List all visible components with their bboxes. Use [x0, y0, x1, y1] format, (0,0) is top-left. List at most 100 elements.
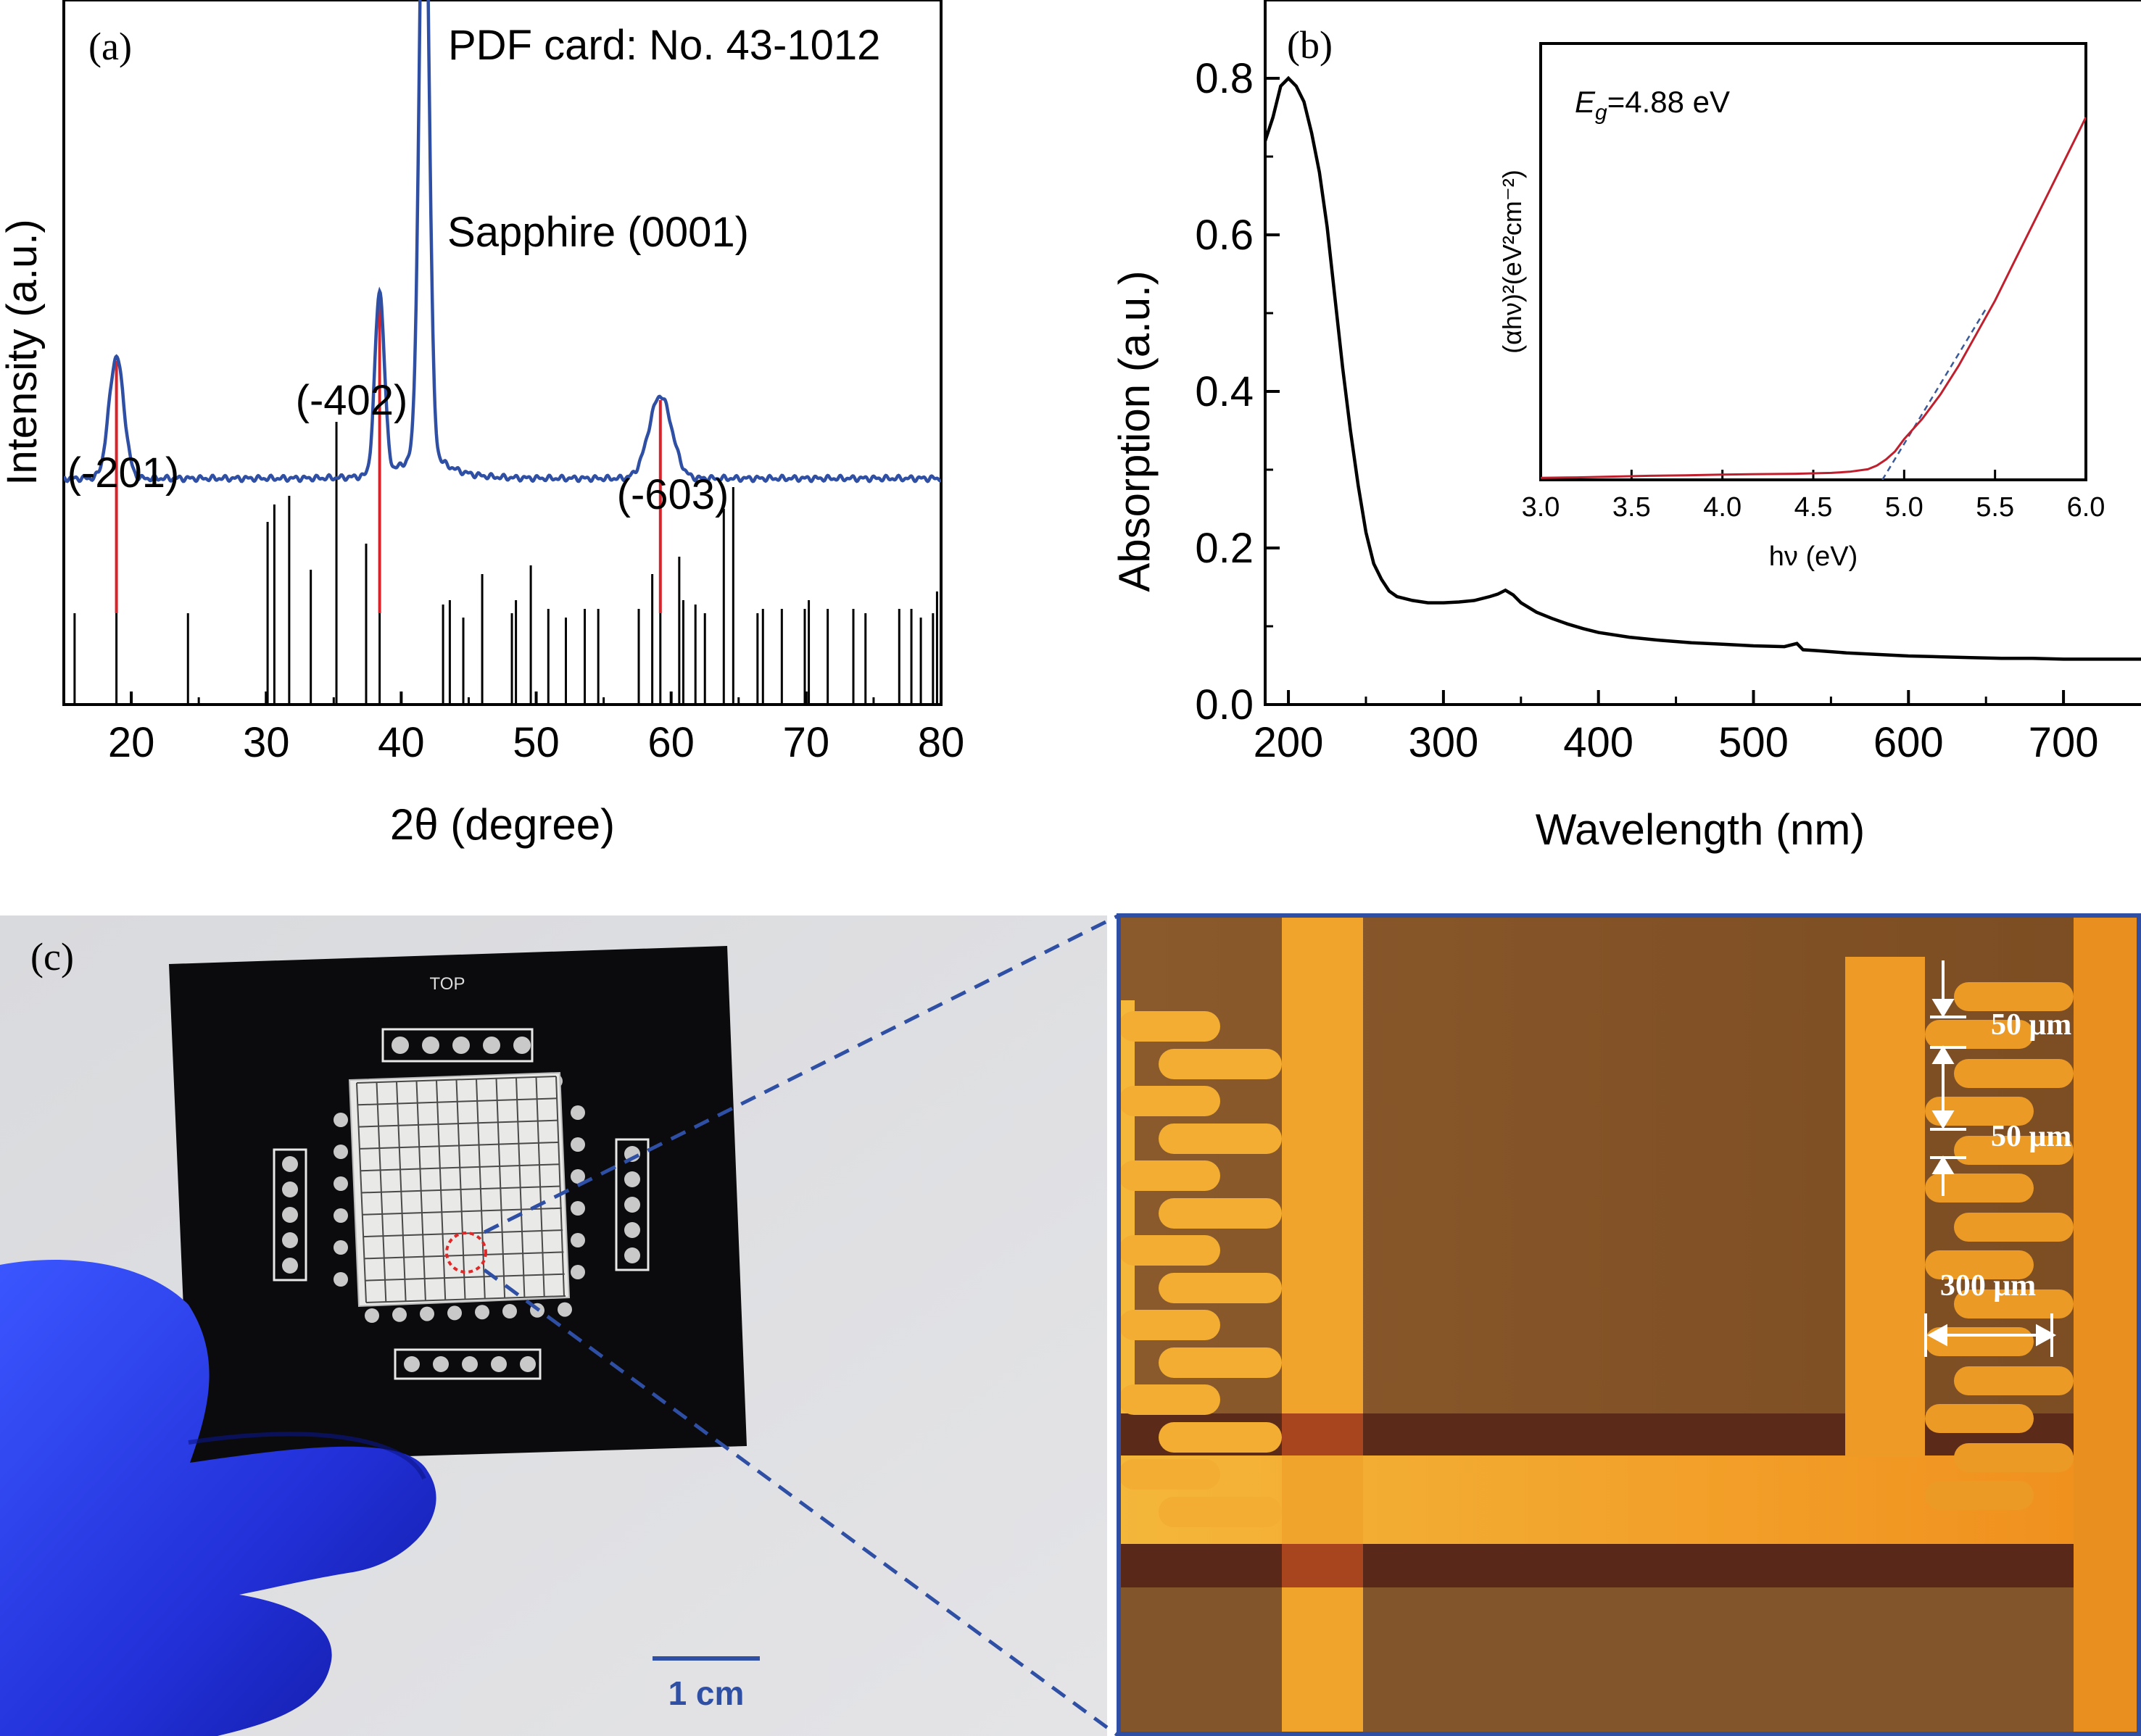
inset-bandgap-value: =4.88 eV: [1607, 85, 1730, 119]
left-comb-finger: [1119, 1160, 1220, 1191]
array-grid-row: [361, 1185, 561, 1194]
inset-y-axis-label: (αhν)²(eV²cm⁻²): [1497, 170, 1527, 354]
connector-pad: [624, 1197, 640, 1213]
inset-bandgap-symbol: E: [1575, 85, 1596, 119]
panel-a-xrd-chart: 20 30 40 50 60 70 80 (a) PDF card: No. 43-1012…: [0, 0, 964, 849]
array-grid-column: [535, 1076, 545, 1297]
connector-pad: [422, 1037, 439, 1054]
connector-pad: [282, 1156, 298, 1172]
panel-a-peak-label: (-201): [67, 449, 180, 497]
panel-b-x-axis-label: Wavelength (nm): [1536, 805, 1865, 854]
left-bar-finger: [1159, 1273, 1282, 1303]
pcb-connector-strips: [273, 1028, 650, 1380]
inset-bandgap-annotation: Eg=4.88 eV: [1575, 85, 1730, 125]
inset-x-tick-label: 3.5: [1612, 492, 1651, 523]
panel-b-y-tick-label: 0.8: [1195, 55, 1254, 102]
right-bar-finger: [1925, 1020, 2034, 1049]
inset-linear-fit-line: [1881, 308, 1987, 480]
left-bar-finger: [1159, 1497, 1282, 1527]
panel-b-x-tick-label: 600: [1873, 719, 1944, 766]
panel-c-label: (c): [30, 935, 74, 979]
connector-pad: [282, 1258, 298, 1274]
left-comb-finger: [1119, 1011, 1220, 1042]
array-grid-row: [364, 1251, 564, 1260]
array-grid-column: [515, 1077, 526, 1297]
panel-b-label: (b): [1287, 23, 1333, 67]
connector-pad: [491, 1356, 507, 1372]
left-comb-finger: [1119, 1384, 1220, 1415]
dimension-arrows: [1924, 960, 2057, 1357]
panel-b-y-tick-label: 0.6: [1195, 212, 1254, 259]
connector-pad: [282, 1232, 298, 1248]
right-comb-finger: [1954, 1059, 2074, 1088]
connector-pad: [462, 1356, 478, 1372]
inset-frame: [1539, 42, 2087, 481]
highlighted-pixel-circle: [445, 1232, 487, 1274]
panel-a-x-tick-label: 70: [783, 719, 830, 766]
connector-pad: [624, 1222, 640, 1238]
left-bar-finger: [1159, 1347, 1282, 1378]
panel-a-x-axis-label: 2θ (degree): [390, 800, 615, 849]
panel-a-peak-label: Sapphire (0001): [447, 209, 749, 256]
array-grid-column: [495, 1078, 506, 1298]
gold-vertical-bar-left: [1282, 915, 1363, 1736]
dimension-label-finger: 50 μm: [1991, 1120, 2071, 1153]
left-interdigitated-fingers: [1119, 1011, 1282, 1527]
connector-pad: [433, 1356, 449, 1372]
panel-a-x-tick-label: 50: [513, 719, 560, 766]
dimension-label-length: 300 μm: [1940, 1269, 2036, 1303]
panel-b-absorption-chart: 200 300 400 500 600 700 0.0 0.2 0.4 0.6 0.8 (b) W…: [1110, 0, 2141, 854]
device-array-grid: [356, 1076, 566, 1303]
scale-bar-label: 1 cm: [668, 1674, 745, 1712]
inset-x-tick-label: 4.0: [1703, 492, 1742, 523]
left-comb-finger: [1119, 1459, 1220, 1490]
panel-a-label: (a): [88, 25, 132, 68]
array-bond-pad: [571, 1233, 585, 1247]
panel-a-reference-sticks: [73, 422, 941, 705]
panel-a-x-tick-label: 60: [647, 719, 695, 766]
left-comb-spine: [1119, 1000, 1135, 1413]
connector-pad: [624, 1171, 640, 1187]
left-bar-finger: [1159, 1124, 1282, 1154]
panel-a-x-tick-label: 40: [378, 719, 425, 766]
panel-b-tauc-inset: 3.0 3.5 4.0 4.5 5.0 5.5 6.0 Eg=4.88 eV hν (eV)…: [1497, 42, 2105, 572]
left-bar-finger: [1159, 1198, 1282, 1229]
panel-b-x-tick-label: 500: [1718, 719, 1789, 766]
connector-pad: [483, 1037, 500, 1054]
array-grid-row: [362, 1207, 562, 1216]
panel-a-peak-index-lines: [115, 300, 662, 613]
panel-a-xrd-curve: [64, 0, 941, 483]
array-bond-pad: [334, 1145, 348, 1159]
connector-pad: [404, 1356, 420, 1372]
inset-x-tick-labels: 3.0 3.5 4.0 4.5 5.0 5.5 6.0: [1522, 492, 2105, 523]
inset-x-tick-label: 4.5: [1794, 492, 1833, 523]
array-bond-pad: [571, 1265, 585, 1279]
electrode-micrograph: 50 μm 50 μm 300 μm: [1119, 915, 2141, 1736]
connector-pad: [513, 1037, 531, 1054]
dark-band-lower: [1119, 1544, 2141, 1587]
inset-tauc-curve: [1541, 117, 2086, 479]
left-bar-finger: [1159, 1422, 1282, 1453]
array-bond-pad: [334, 1208, 348, 1223]
right-comb-finger: [1954, 982, 2074, 1011]
panel-b-y-tick-label: 0.0: [1195, 681, 1254, 728]
panel-b-plot-frame: [1264, 0, 2141, 706]
right-bar-finger: [1925, 1097, 2034, 1126]
array-bond-pad: [334, 1176, 348, 1191]
glove-finger-shadow: [188, 1432, 426, 1480]
panel-a-x-tick-labels: 20 30 40 50 60 70 80: [108, 719, 964, 766]
panel-b-absorption-curve: [1265, 75, 2141, 661]
array-bond-pad: [571, 1169, 585, 1184]
panel-b-y-tick-label: 0.2: [1195, 525, 1254, 572]
panel-a-plot-frame: [62, 0, 943, 706]
array-bond-pad: [392, 1307, 407, 1322]
right-comb-finger: [1954, 1136, 2074, 1165]
panel-a-x-tick-label: 80: [918, 719, 965, 766]
panel-a-peak-label: (-402): [296, 377, 408, 424]
array-bond-pad: [502, 1304, 517, 1318]
panel-b-x-tick-label: 700: [2029, 719, 2099, 766]
right-bar-finger: [1925, 1404, 2034, 1433]
panel-b-y-tick-labels: 0.0 0.2 0.4 0.6 0.8: [1195, 55, 1254, 728]
connector-pad: [624, 1247, 640, 1263]
